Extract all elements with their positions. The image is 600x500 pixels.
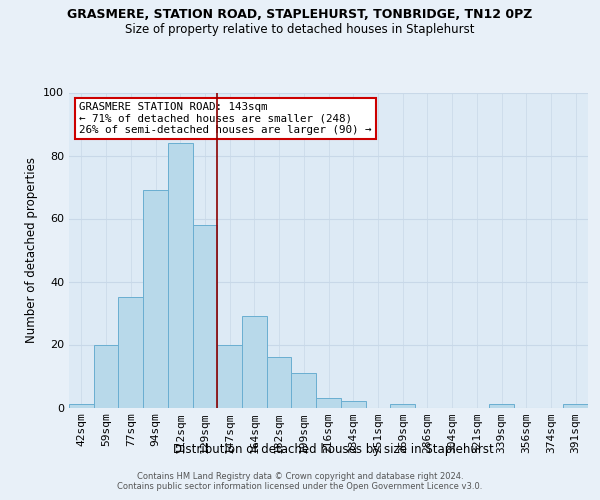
Bar — [94, 344, 118, 408]
Bar — [168, 143, 193, 407]
Bar — [69, 404, 94, 407]
Text: Contains public sector information licensed under the Open Government Licence v3: Contains public sector information licen… — [118, 482, 482, 491]
Text: GRASMERE STATION ROAD: 143sqm
← 71% of detached houses are smaller (248)
26% of : GRASMERE STATION ROAD: 143sqm ← 71% of d… — [79, 102, 372, 135]
Bar — [316, 398, 341, 407]
Bar — [267, 357, 292, 408]
Bar — [217, 344, 242, 408]
Bar — [193, 225, 217, 408]
Bar — [242, 316, 267, 408]
Text: Distribution of detached houses by size in Staplehurst: Distribution of detached houses by size … — [173, 442, 493, 456]
Bar — [489, 404, 514, 407]
Bar — [143, 190, 168, 408]
Bar — [563, 404, 588, 407]
Y-axis label: Number of detached properties: Number of detached properties — [25, 157, 38, 343]
Bar — [292, 373, 316, 408]
Bar — [390, 404, 415, 407]
Bar — [341, 401, 365, 407]
Bar — [118, 297, 143, 408]
Text: Contains HM Land Registry data © Crown copyright and database right 2024.: Contains HM Land Registry data © Crown c… — [137, 472, 463, 481]
Text: GRASMERE, STATION ROAD, STAPLEHURST, TONBRIDGE, TN12 0PZ: GRASMERE, STATION ROAD, STAPLEHURST, TON… — [67, 8, 533, 20]
Text: Size of property relative to detached houses in Staplehurst: Size of property relative to detached ho… — [125, 22, 475, 36]
